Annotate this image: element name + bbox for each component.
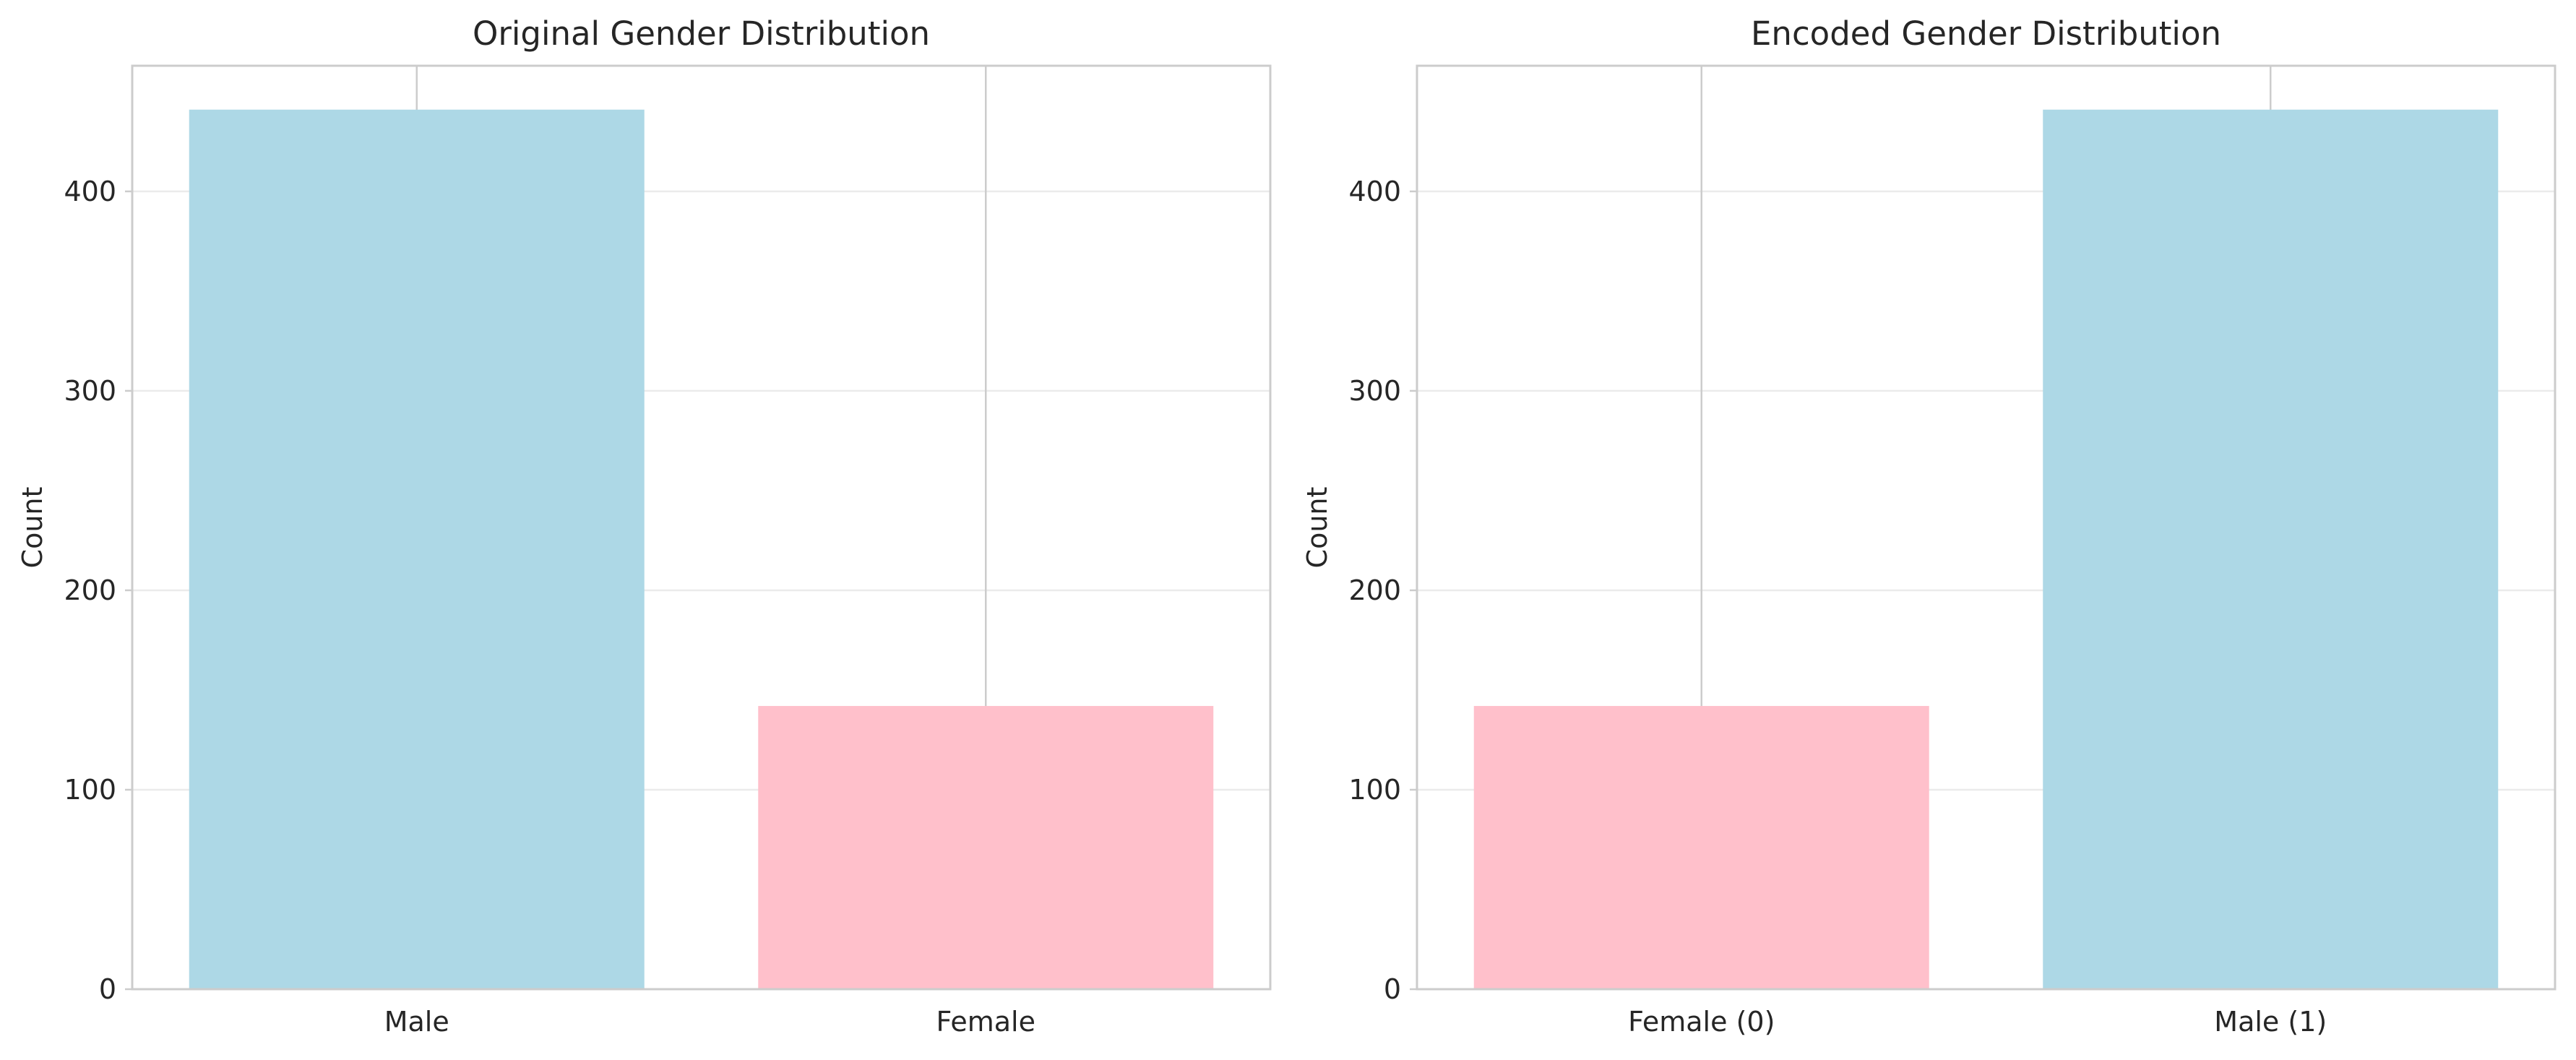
y-tick-label: 300: [64, 375, 116, 407]
chart-encoded: Encoded Gender Distribution Count 0 100 20…: [1301, 14, 2556, 1038]
x-tick-label: Female: [936, 1006, 1035, 1038]
chart-title: Original Gender Distribution: [473, 14, 930, 53]
chart-original: Original Gender Distribution Count 0 100 2…: [17, 14, 1272, 1038]
y-tick-label: 200: [64, 574, 116, 606]
y-tick-label: 100: [64, 774, 116, 806]
y-tick-label: 400: [64, 176, 116, 207]
y-tick-label: 200: [1348, 574, 1401, 606]
chart-title: Encoded Gender Distribution: [1751, 14, 2221, 53]
plot-frame: [1416, 64, 2556, 991]
bar-male: [189, 109, 645, 989]
y-tick-label: 300: [1348, 375, 1401, 407]
plot-frame: [131, 64, 1272, 991]
y-tick-label: 0: [1384, 973, 1401, 1005]
x-tick-label: Male (1): [2214, 1006, 2327, 1038]
y-tick-label: 400: [1348, 176, 1401, 207]
plot-area: 0 100 200 300 400 Male Female: [64, 64, 1272, 1038]
bar-male-1: [2043, 109, 2499, 989]
x-tick-label: Female (0): [1628, 1006, 1775, 1038]
plot-area: 0 100 200 300 400 Female (0) Male (1): [1348, 64, 2556, 1038]
y-axis-label: Count: [17, 487, 48, 569]
x-tick-label: Male: [384, 1006, 449, 1038]
bar-female: [758, 706, 1214, 989]
y-tick-label: 100: [1348, 774, 1401, 806]
bar-female-0: [1473, 706, 1929, 989]
y-tick-label: 0: [99, 973, 116, 1005]
y-axis-label: Count: [1301, 487, 1333, 569]
